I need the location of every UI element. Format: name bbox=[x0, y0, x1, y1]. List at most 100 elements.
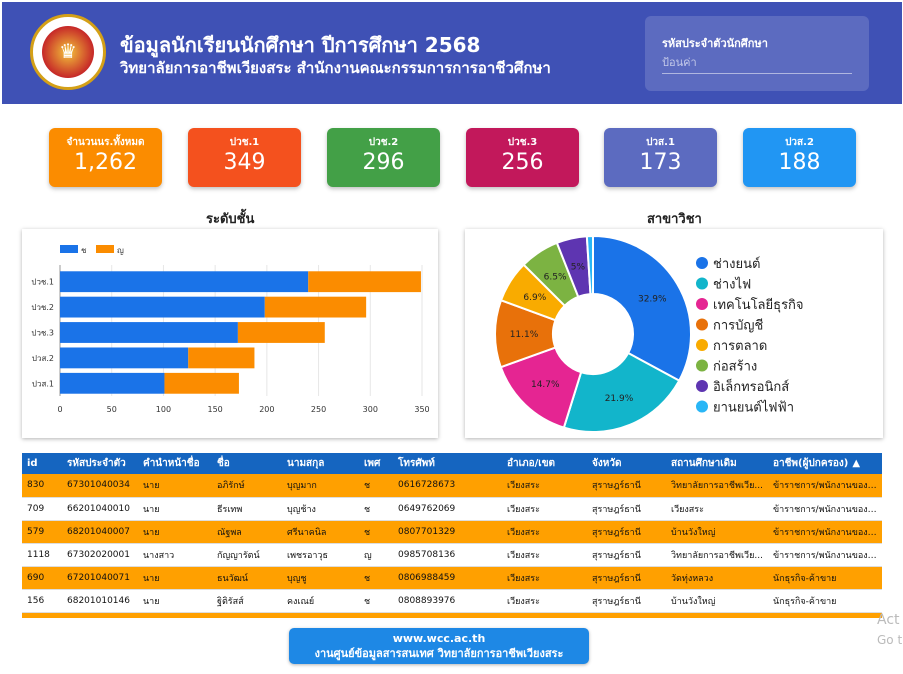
donut-slice[interactable] bbox=[562, 351, 681, 433]
legend-label: ช bbox=[81, 246, 87, 255]
legend-label: ก่อสร้าง bbox=[713, 360, 757, 375]
table-cell: สุราษฎร์ธานี bbox=[587, 589, 666, 613]
slice-percent-label: 5% bbox=[571, 263, 586, 273]
column-header[interactable]: คำนำหน้าชื่อ bbox=[138, 453, 212, 474]
table-cell: 0642143912 bbox=[393, 612, 502, 618]
table-cell: สุราษฎร์ธานี bbox=[587, 566, 666, 590]
y-category-label: ปวช.3 bbox=[31, 329, 54, 338]
column-header-label: คำนำหน้าชื่อ bbox=[143, 458, 200, 469]
legend-label: การตลาด bbox=[713, 339, 767, 354]
stat-value: 173 bbox=[639, 150, 682, 175]
table-row[interactable]: 579 68201040007 นาย ณัฐพล ศรีนาคนิลช 08077013… bbox=[22, 520, 882, 544]
y-category-label: ปวส.2 bbox=[32, 354, 54, 363]
table-cell: ฐิติรัสส์ bbox=[212, 589, 282, 613]
table-cell: เวียงสระศึกษา bbox=[666, 612, 768, 618]
bar-segment bbox=[188, 347, 255, 369]
table-row[interactable]: 709 66201040010 นาย ธีรเทพ บุญช้างช 064976206… bbox=[22, 497, 882, 521]
legend-dot bbox=[696, 298, 708, 310]
table-row[interactable]: 1118 67302020001 นางสาว กัญญารัตน์ เพชรอาวุธ… bbox=[22, 543, 882, 567]
y-category-label: ปวส.1 bbox=[32, 379, 54, 388]
table-cell: สุราษฎร์ธานี bbox=[587, 520, 666, 544]
table-cell: นักธุรกิจ-ค้าขาย bbox=[768, 612, 882, 618]
legend-label: ญ bbox=[117, 246, 124, 255]
table-cell: ช bbox=[359, 612, 393, 618]
legend-label: ช่างยนต์ bbox=[713, 256, 760, 272]
column-header[interactable]: สถานศึกษาเดิม bbox=[666, 453, 768, 474]
legend-dot bbox=[696, 380, 708, 392]
table-cell: 66201040010 bbox=[62, 497, 138, 521]
stat-label: ปวช.1 bbox=[229, 137, 260, 148]
table-cell: คงเณย์ bbox=[282, 589, 359, 613]
table-cell: 0649762069 bbox=[393, 497, 502, 521]
table-cell: เวียงสระ bbox=[502, 520, 587, 544]
table-cell: ช bbox=[359, 497, 393, 521]
column-header[interactable]: เพศ bbox=[359, 453, 393, 474]
slice-percent-label: 6.9% bbox=[523, 293, 546, 303]
legend-dot bbox=[696, 359, 708, 372]
footer-url[interactable]: www.wcc.ac.th bbox=[392, 632, 486, 645]
column-header[interactable]: อาชีพ(ผู้ปกครอง) ▲ bbox=[768, 453, 882, 474]
table-cell: 709 bbox=[22, 497, 62, 521]
level-chart-title: ระดับชั้น bbox=[206, 212, 255, 227]
table-row[interactable]: 830 67301040034 นาย อภิรักษ์ บุญมากช 06167286… bbox=[22, 474, 882, 498]
major-chart-title: สาขาวิชา bbox=[647, 212, 702, 227]
x-tick-label: 200 bbox=[259, 405, 274, 414]
table-cell: ข้าราชการ/พนักงานของรัฐ... bbox=[768, 497, 882, 521]
table-cell: 83 bbox=[22, 612, 62, 618]
table-cell: นาย bbox=[138, 589, 212, 613]
table-row[interactable]: 690 67201040071 นาย ธนวัฒน์ บุญชูช 0806988459… bbox=[22, 566, 882, 590]
table-cell: 67302020001 bbox=[62, 543, 138, 567]
column-header-label: อาชีพ(ผู้ปกครอง) bbox=[773, 458, 849, 469]
column-header-label: โทรศัพท์ bbox=[398, 458, 435, 469]
table-cell: 1118 bbox=[22, 543, 62, 567]
table-cell: 68201040007 bbox=[62, 520, 138, 544]
table-cell: ข้าราชการ/พนักงานของรัฐ... bbox=[768, 543, 882, 567]
student-id-input[interactable] bbox=[662, 52, 852, 74]
table-row[interactable]: 156 68201010146 นาย ฐิติรัสส์ คงเณย์ช 0808893… bbox=[22, 589, 882, 613]
table-cell: 690 bbox=[22, 566, 62, 590]
bar-segment bbox=[164, 372, 239, 394]
sort-ascending-icon[interactable]: ▲ bbox=[852, 458, 861, 469]
donut-slice[interactable] bbox=[592, 234, 692, 383]
table-row[interactable]: 8368201010001นายกฤษณปกรณ์นาลัยช064214391… bbox=[22, 612, 882, 618]
website-link-button[interactable]: www.wcc.ac.th งานศูนย์ข้อมูลสารสนเทศ วิท… bbox=[289, 628, 589, 664]
column-header[interactable]: ชื่อ bbox=[212, 453, 282, 474]
column-header[interactable]: id bbox=[22, 453, 62, 474]
column-header[interactable]: รหัสประจำตัว bbox=[62, 453, 138, 474]
table-cell: เวียงสระ bbox=[502, 497, 587, 521]
table-cell: นาย bbox=[138, 474, 212, 498]
stat-label: ปวช.3 bbox=[507, 137, 538, 148]
bar-segment bbox=[308, 271, 421, 293]
table-cell: นาลัย bbox=[282, 612, 359, 618]
column-header[interactable]: โทรศัพท์ bbox=[393, 453, 502, 474]
bar-segment bbox=[60, 322, 238, 343]
table-cell: นักธุรกิจ-ค้าขาย bbox=[768, 566, 882, 590]
table-cell: เพชรอาวุธ bbox=[282, 543, 359, 567]
stat-card: ปวช.1 349 bbox=[188, 128, 301, 187]
table-cell: วิทยาลัยการอาชีพเวีย... bbox=[666, 543, 768, 567]
table-body: 830 67301040034 นาย อภิรักษ์ บุญมากช 06167286… bbox=[22, 474, 882, 618]
table-cell: 67201040071 bbox=[62, 566, 138, 590]
x-tick-label: 250 bbox=[311, 405, 326, 414]
stat-label: ปวส.2 bbox=[785, 137, 814, 148]
stat-value: 256 bbox=[501, 150, 544, 175]
watermark-line-1: Act bbox=[877, 612, 900, 628]
stat-label: ปวช.2 bbox=[368, 137, 399, 148]
legend-label: ช่างไฟ bbox=[713, 277, 751, 293]
logo-emblem: ♛ bbox=[42, 26, 94, 78]
stat-label: จำนวนนร.ทั้งหมด bbox=[66, 137, 145, 148]
table-cell: ช bbox=[359, 566, 393, 590]
legend-dot bbox=[696, 318, 708, 331]
x-tick-label: 150 bbox=[208, 405, 223, 414]
column-header-label: จังหวัด bbox=[592, 458, 622, 469]
column-header[interactable]: จังหวัด bbox=[587, 453, 666, 474]
table-cell: นาย bbox=[138, 566, 212, 590]
page-title: ข้อมูลนักเรียนนักศึกษา ปีการศึกษา 2568 bbox=[120, 33, 481, 57]
column-header[interactable]: นามสกุล bbox=[282, 453, 359, 474]
legend-label: การบัญชี bbox=[713, 318, 763, 334]
table-cell: 830 bbox=[22, 474, 62, 498]
donut-slice[interactable] bbox=[585, 234, 594, 296]
column-header[interactable]: อำเภอ/เขต bbox=[502, 453, 587, 474]
table-cell: เวียงสระ bbox=[502, 566, 587, 590]
level-chart-panel: ช ญ 0 50 100 150 200 250 300 350 ปวช.1 ปวช.2 ปวช.3 ปว… bbox=[22, 229, 438, 438]
